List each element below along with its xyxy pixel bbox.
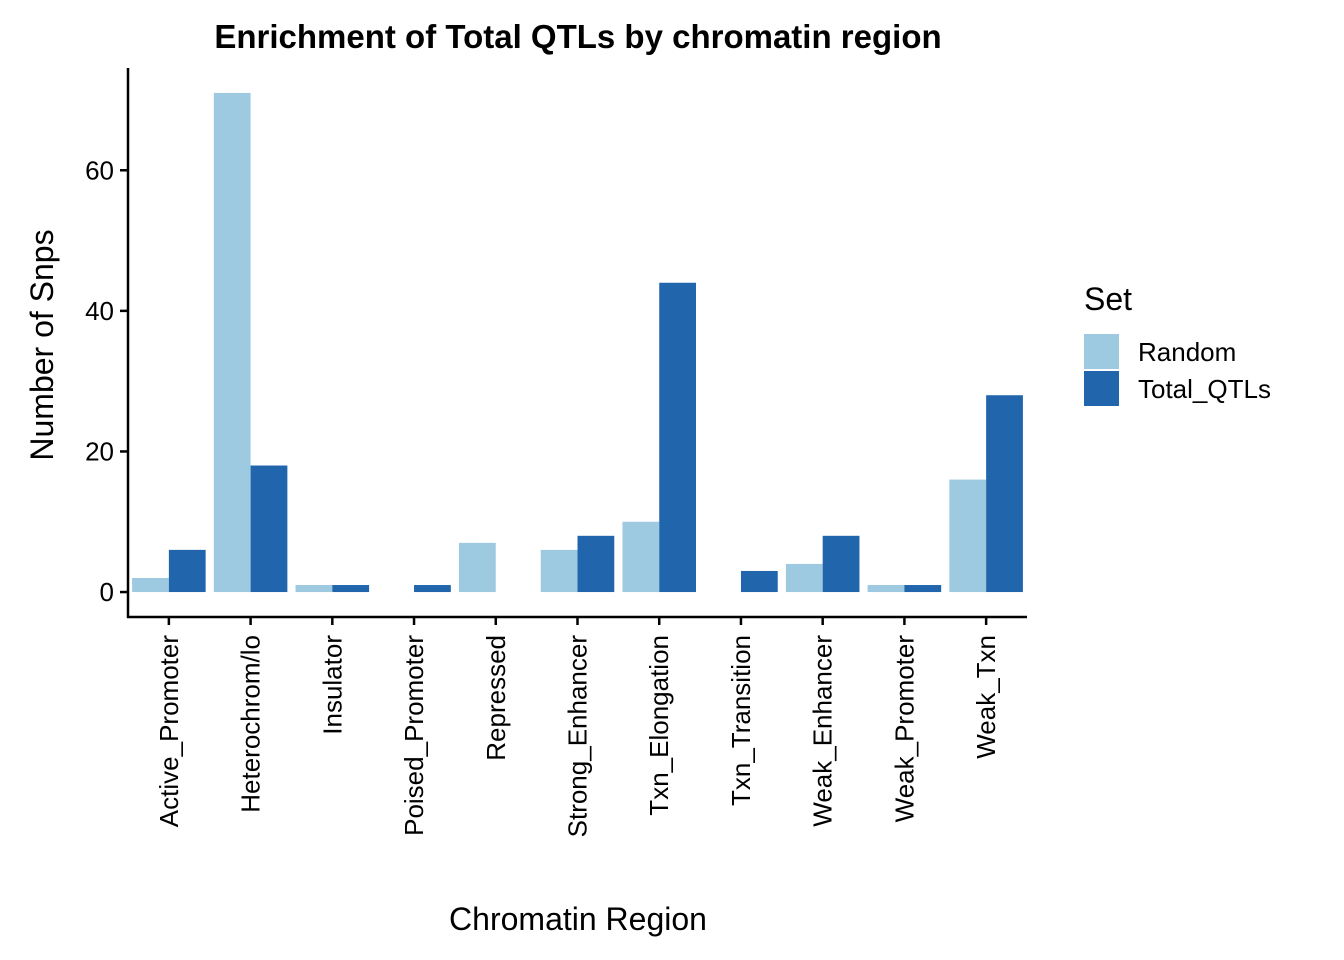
chart-title: Enrichment of Total QTLs by chromatin re… xyxy=(214,18,941,55)
legend: Set Random Total_QTLs xyxy=(1084,281,1271,406)
x-tick-label: Weak_Txn xyxy=(971,635,1001,759)
bar-total-qtls-3 xyxy=(332,585,370,593)
bar-total-qtls-9 xyxy=(822,535,860,593)
bar-random-10 xyxy=(867,585,905,593)
bar-total-qtls-6 xyxy=(577,535,615,593)
legend-swatch-random xyxy=(1084,334,1119,369)
legend-title: Set xyxy=(1084,281,1132,317)
x-tick-label: Txn_Elongation xyxy=(644,635,674,816)
bar-total-qtls-7 xyxy=(659,282,697,593)
x-tick-label: Insulator xyxy=(317,635,347,735)
bar-random-3 xyxy=(295,585,333,593)
legend-label-random: Random xyxy=(1138,337,1236,367)
x-axis-ticks: Active_Promoter Heterochrom/lo Insulator Po… xyxy=(154,617,1001,837)
x-tick-label: Active_Promoter xyxy=(154,635,184,828)
bar-random-6 xyxy=(540,549,578,593)
x-tick-label: Weak_Enhancer xyxy=(808,635,838,827)
bar-random-11 xyxy=(949,479,987,593)
bar-total-qtls-1 xyxy=(168,549,206,593)
legend-swatch-total-qtls xyxy=(1084,371,1119,406)
bar-random-1 xyxy=(132,577,169,593)
y-axis-ticks: 0 20 40 60 xyxy=(85,155,128,607)
x-tick-label: Strong_Enhancer xyxy=(563,635,593,838)
x-tick-label: Weak_Promoter xyxy=(889,635,919,823)
bar-random-5 xyxy=(458,542,496,593)
x-tick-label: Txn_Transition xyxy=(726,635,756,806)
bar-total-qtls-8 xyxy=(740,570,778,593)
x-axis-title: Chromatin Region xyxy=(449,901,707,937)
x-tick-label: Heterochrom/lo xyxy=(236,635,266,813)
y-axis-title: Number of Snps xyxy=(24,229,60,460)
bar-total-qtls-11 xyxy=(986,395,1023,593)
y-tick-label: 60 xyxy=(85,155,114,185)
legend-label-total-qtls: Total_QTLs xyxy=(1138,374,1271,404)
bar-total-qtls-2 xyxy=(250,465,288,593)
bar-total-qtls-4 xyxy=(414,585,451,593)
x-tick-label: Poised_Promoter xyxy=(399,635,429,836)
y-tick-label: 20 xyxy=(85,436,114,466)
bar-random-2 xyxy=(213,92,251,593)
bar-total-qtls-10 xyxy=(904,585,942,593)
x-tick-label: Repressed xyxy=(481,635,511,761)
bar-random-7 xyxy=(622,521,660,593)
y-tick-label: 40 xyxy=(85,296,114,326)
bar-random-9 xyxy=(785,563,823,593)
y-tick-label: 0 xyxy=(100,577,114,607)
plot-area xyxy=(132,92,1023,593)
